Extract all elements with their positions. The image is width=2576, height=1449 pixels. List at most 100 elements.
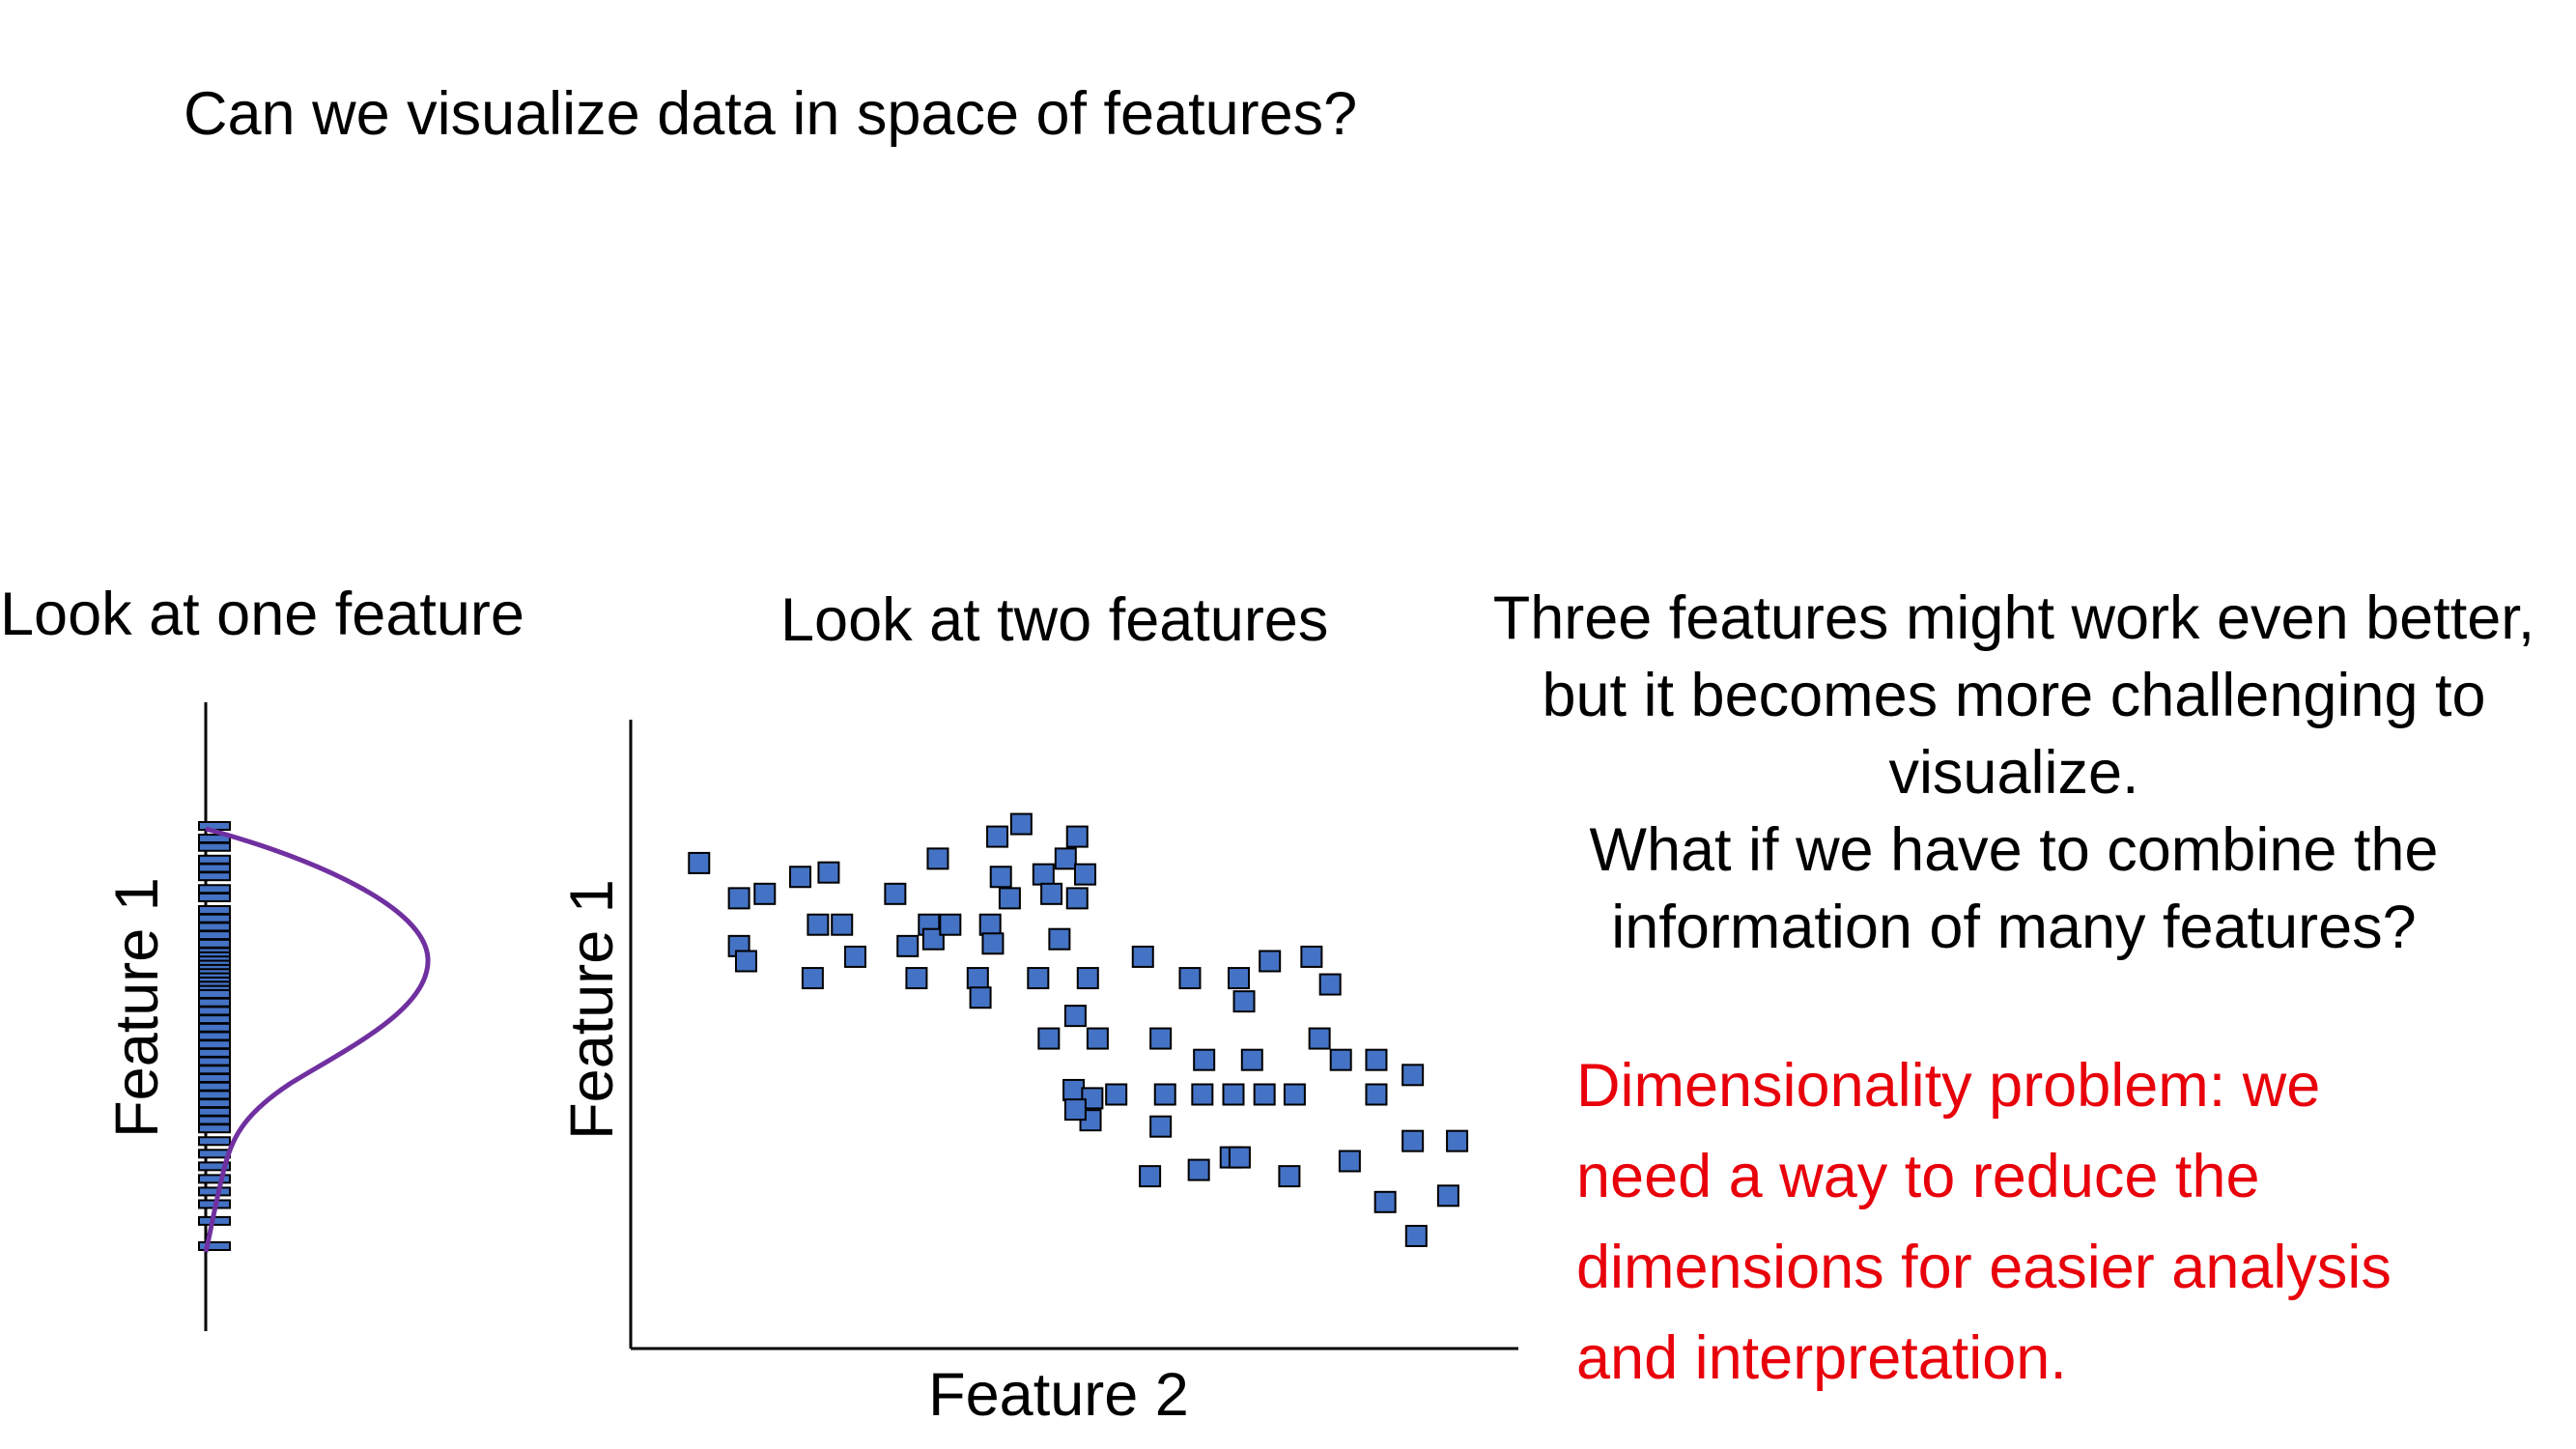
three-features-line: but it becomes more challenging to <box>1542 662 2486 729</box>
one-feature-marker <box>198 884 231 895</box>
one-feature-marker <box>198 1081 231 1092</box>
scatter-point <box>1074 863 1097 886</box>
scatter-point <box>1191 1083 1214 1106</box>
one-feature-marker <box>198 1056 231 1066</box>
one-feature-marker <box>198 1047 231 1058</box>
one-feature-marker <box>198 1123 231 1134</box>
scatter-point <box>1308 1027 1331 1050</box>
one-feature-marker <box>198 1098 231 1109</box>
scatter-points <box>688 812 1469 1247</box>
one-feature-marker <box>198 1136 231 1147</box>
scatter-point <box>1401 1129 1425 1152</box>
scatter-point <box>998 887 1021 910</box>
one-feature-marker <box>198 922 231 932</box>
scatter-point <box>1259 950 1282 973</box>
one-feature-marker <box>198 1022 231 1033</box>
scatter-point <box>1139 1165 1162 1188</box>
scatter-point <box>921 927 945 951</box>
dimensionality-problem-text: Dimensionality problem: we need a way to… <box>1576 1040 2562 1404</box>
scatter-point <box>1178 967 1202 990</box>
scatter-point <box>1232 990 1256 1013</box>
dimensionality-line: Dimensionality problem: we <box>1576 1052 2321 1120</box>
one-feature-marker <box>198 863 231 873</box>
scatter-point <box>966 967 989 990</box>
scatter-point <box>1283 1083 1306 1106</box>
scatter-point <box>1193 1048 1216 1071</box>
scatter-point <box>1062 1078 1086 1101</box>
one-feature-marker <box>198 1006 231 1016</box>
dimensionality-line: dimensions for easier analysis <box>1576 1234 2392 1301</box>
scatter-point <box>896 934 920 957</box>
one-feature-marker <box>198 1065 231 1075</box>
scatter-point <box>1401 1064 1425 1087</box>
scatter-point <box>926 847 949 870</box>
scatter-point <box>1228 967 1251 990</box>
scatter-point <box>1009 812 1033 836</box>
scatter-point <box>1278 1165 1301 1188</box>
dimensionality-line: and interpretation. <box>1576 1324 2067 1392</box>
three-features-line: Three features might work even better, <box>1492 584 2535 652</box>
slide-title: Can we visualize data in space of featur… <box>184 80 1358 148</box>
one-feature-marker <box>198 1073 231 1083</box>
scatter-point <box>1065 887 1089 910</box>
one-feature-marker <box>198 1174 231 1184</box>
scatter-point <box>789 866 812 889</box>
scatter-point <box>1063 1005 1087 1028</box>
one-feature-marker <box>198 1161 231 1172</box>
scatter-point <box>807 913 830 936</box>
two-features-heading: Look at two features <box>780 586 1329 654</box>
scatter-point <box>1222 1083 1245 1106</box>
scatter-point <box>981 932 1005 955</box>
distribution-curve <box>203 826 431 1253</box>
one-feature-marker <box>198 1014 231 1025</box>
one-feature-marker <box>198 892 231 902</box>
scatter-point <box>844 945 867 968</box>
scatter-point <box>1253 1083 1276 1106</box>
one-feature-marker <box>198 871 231 882</box>
three-features-text: Three features might work even better, b… <box>1454 580 2574 966</box>
scatter-point <box>1081 1087 1104 1110</box>
scatter-point <box>753 882 777 905</box>
scatter-point <box>1054 847 1077 870</box>
scatter-point <box>969 986 992 1009</box>
scatter-point <box>1076 967 1099 990</box>
scatter-point <box>1086 1027 1109 1050</box>
one-feature-marker <box>198 1031 231 1041</box>
scatter-point <box>1436 1184 1459 1208</box>
one-feature-heading: Look at one feature <box>0 581 524 648</box>
one-feature-marker <box>198 930 231 941</box>
scatter-point <box>1040 882 1063 905</box>
scatter-point <box>1105 1083 1128 1106</box>
scatter-point <box>1048 927 1071 951</box>
scatter-point <box>801 967 824 990</box>
scatter-point <box>1037 1027 1061 1050</box>
three-features-line: visualize. <box>1888 739 2139 807</box>
scatter-point <box>1318 973 1342 996</box>
scatter-point <box>1131 945 1154 968</box>
one-feature-axis-label: Feature 1 <box>103 877 171 1138</box>
scatter-point <box>1187 1158 1210 1181</box>
one-feature-marker <box>198 1115 231 1125</box>
one-feature-marker <box>198 989 231 999</box>
one-feature-markers <box>198 821 231 1251</box>
one-feature-marker <box>198 821 231 831</box>
scatter-point <box>1365 1048 1388 1071</box>
one-feature-marker <box>198 1186 231 1197</box>
one-feature-marker <box>198 1106 231 1117</box>
scatter-point <box>905 967 928 990</box>
scatter-point <box>817 861 840 884</box>
three-features-line: What if we have to combine the <box>1589 816 2439 884</box>
one-feature-marker <box>198 1039 231 1050</box>
scatter-point <box>1149 1115 1173 1138</box>
scatter-point <box>986 825 1009 848</box>
one-feature-marker <box>198 1241 231 1251</box>
scatter-point <box>1446 1129 1469 1152</box>
one-feature-marker <box>198 1090 231 1100</box>
scatter-point <box>727 887 750 910</box>
scatter-point <box>1404 1224 1428 1247</box>
three-features-line: information of many features? <box>1611 894 2417 961</box>
scatter-point <box>1300 945 1323 968</box>
scatter-point <box>1065 825 1089 848</box>
one-feature-marker <box>198 938 231 949</box>
